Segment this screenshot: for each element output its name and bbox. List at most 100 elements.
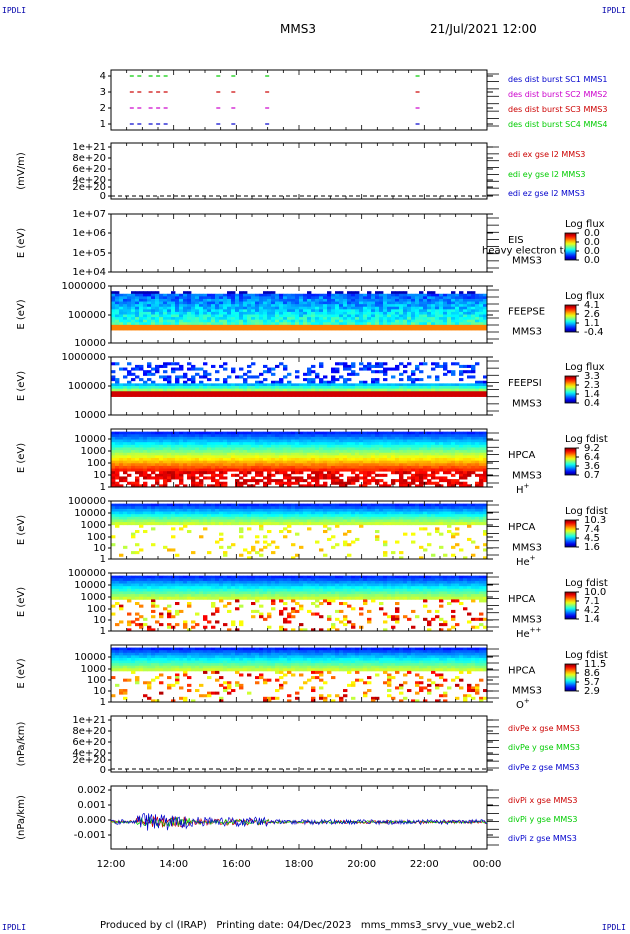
heatmap-cell: [483, 383, 488, 387]
heatmap-cell: [175, 553, 180, 557]
heatmap-cell: [323, 465, 328, 469]
heatmap-cell: [351, 370, 356, 374]
heatmap-cell: [251, 304, 256, 308]
heatmap-cell: [367, 388, 372, 392]
heatmap-cell: [167, 511, 172, 515]
heatmap-cell: [259, 450, 264, 454]
heatmap-cell: [291, 508, 296, 512]
heatmap-cell: [315, 314, 320, 318]
heatmap-cell: [419, 322, 424, 326]
heatmap-cell: [311, 306, 316, 310]
heatmap-cell: [159, 508, 164, 512]
heatmap-cell: [315, 391, 320, 395]
heatmap-cell: [267, 319, 272, 323]
heatmap-cell: [339, 460, 344, 464]
heatmap-cell: [423, 476, 428, 480]
heatmap-cell: [291, 327, 296, 331]
heatmap-cell: [387, 309, 392, 313]
heatmap-cell: [159, 442, 164, 446]
heatmap-cell: [115, 447, 120, 451]
heatmap-cell: [483, 309, 488, 313]
y-tick-label: 10000: [74, 434, 106, 445]
heatmap-cell: [307, 388, 312, 392]
heatmap-cell: [263, 458, 268, 462]
heatmap-cell: [367, 293, 372, 297]
heatmap-cell: [367, 314, 372, 318]
heatmap-cell: [127, 444, 132, 448]
heatmap-cell: [139, 364, 144, 368]
heatmap-cell: [315, 471, 320, 475]
heatmap-cell: [339, 503, 344, 507]
heatmap-cell: [471, 458, 476, 462]
heatmap-cell: [351, 431, 356, 435]
heatmap-cell: [291, 471, 296, 475]
heatmap-cell: [331, 314, 336, 318]
heatmap-cell: [347, 434, 352, 438]
heatmap-cell: [195, 311, 200, 315]
heatmap-cell: [459, 450, 464, 454]
heatmap-cell: [255, 383, 260, 387]
heatmap-cell: [219, 455, 224, 459]
heatmap-cell: [331, 444, 336, 448]
heatmap-cell: [363, 380, 368, 384]
heatmap-cell: [291, 311, 296, 315]
heatmap-cell: [167, 388, 172, 392]
heatmap-cell: [463, 391, 468, 395]
heatmap-cell: [443, 293, 448, 297]
heatmap-cell: [255, 301, 260, 305]
heatmap-cell: [159, 327, 164, 331]
heatmap-cell: [435, 458, 440, 462]
heatmap-cell: [143, 447, 148, 451]
heatmap-cell: [335, 524, 340, 528]
heatmap-cell: [111, 434, 116, 438]
heatmap-cell: [263, 442, 268, 446]
heatmap-cell: [475, 391, 480, 395]
heatmap-cell: [235, 319, 240, 323]
heatmap-cell: [315, 298, 320, 302]
heatmap-cell: [195, 442, 200, 446]
heatmap-cell: [475, 301, 480, 305]
heatmap-cell: [355, 463, 360, 467]
heatmap-cell: [327, 439, 332, 443]
heatmap-cell: [299, 311, 304, 315]
heatmap-cell: [283, 391, 288, 395]
heatmap-cell: [211, 388, 216, 392]
heatmap-cell: [471, 452, 476, 456]
heatmap-cell: [171, 447, 176, 451]
heatmap-cell: [483, 324, 488, 328]
heatmap-cell: [119, 317, 124, 321]
heatmap-cell: [411, 372, 416, 376]
heatmap-cell: [459, 324, 464, 328]
heatmap-cell: [143, 444, 148, 448]
heatmap-cell: [379, 479, 384, 483]
heatmap-cell: [359, 471, 364, 475]
heatmap-cell: [139, 447, 144, 451]
heatmap-cell: [267, 322, 272, 326]
heatmap-cell: [151, 306, 156, 310]
heatmap-cell: [255, 522, 260, 526]
heatmap-cell: [131, 327, 136, 331]
heatmap-cell: [323, 317, 328, 321]
heatmap-cell: [307, 516, 312, 520]
heatmap-cell: [371, 447, 376, 451]
heatmap-cell: [243, 450, 248, 454]
heatmap-cell: [191, 503, 196, 507]
heatmap-cell: [199, 375, 204, 379]
heatmap-cell: [279, 463, 284, 467]
heatmap-cell: [431, 436, 436, 440]
heatmap-cell: [163, 319, 168, 323]
heatmap-cell: [259, 548, 264, 552]
heatmap-cell: [159, 431, 164, 435]
heatmap-cell: [275, 327, 280, 331]
heatmap-cell: [435, 481, 440, 485]
heatmap-cell: [155, 506, 160, 510]
heatmap-cell: [219, 468, 224, 472]
heatmap-cell: [351, 468, 356, 472]
heatmap-cell: [215, 460, 220, 464]
heatmap-cell: [231, 388, 236, 392]
heatmap-cell: [303, 434, 308, 438]
heatmap-cell: [411, 436, 416, 440]
heatmap-cell: [471, 327, 476, 331]
heatmap-cell: [291, 476, 296, 480]
heatmap-cell: [443, 388, 448, 392]
